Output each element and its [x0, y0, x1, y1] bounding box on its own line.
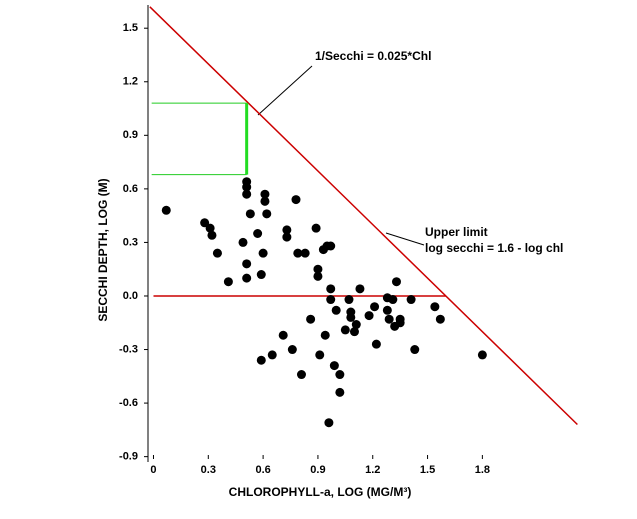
point [242, 259, 252, 269]
y-tick-label: 0.6 [123, 183, 138, 195]
annotation: Upper limit [425, 225, 488, 239]
point [382, 305, 392, 315]
x-axis-label: CHLOROPHYLL-a, LOG (MG/M³) [229, 485, 412, 499]
annotation: 1/Secchi = 0.025*Chl [315, 49, 431, 63]
x-tick-label: 0.6 [255, 464, 270, 476]
point [260, 189, 270, 199]
point [313, 271, 323, 281]
point [291, 195, 301, 205]
point [282, 232, 292, 242]
point [340, 325, 350, 335]
pointer [257, 65, 313, 116]
point [242, 273, 252, 283]
point [326, 241, 336, 251]
point [306, 314, 316, 324]
point [293, 248, 303, 258]
y-tick-label: 0.3 [123, 236, 138, 248]
y-tick-label: -0.6 [119, 397, 138, 409]
point [391, 277, 401, 287]
y-tick-label: 1.5 [123, 22, 138, 34]
point [430, 302, 440, 312]
point [410, 345, 420, 355]
point [258, 248, 268, 258]
point [335, 370, 345, 380]
point [256, 355, 266, 365]
y-tick-label: 0.0 [123, 290, 138, 302]
point [335, 387, 345, 397]
point [212, 248, 222, 258]
x-tick-label: 1.5 [420, 464, 435, 476]
point [326, 295, 336, 305]
y-tick-label: -0.3 [119, 343, 138, 355]
point [205, 223, 215, 233]
point [355, 284, 365, 294]
point [245, 209, 255, 219]
point [320, 330, 330, 340]
x-tick-label: 0.9 [310, 464, 325, 476]
point [300, 248, 310, 258]
point [242, 182, 252, 192]
x-tick-label: 1.2 [365, 464, 380, 476]
point [388, 295, 398, 305]
point [278, 330, 288, 340]
point [315, 350, 325, 360]
point [260, 196, 270, 206]
point [253, 229, 263, 238]
point [256, 270, 266, 280]
y-axis-label: SECCHI DEPTH, LOG (M) [96, 178, 110, 321]
point [349, 327, 359, 337]
annotation: log secchi = 1.6 - log chl [425, 241, 563, 255]
point [282, 225, 292, 235]
point [406, 295, 416, 305]
point [435, 314, 445, 324]
point [267, 350, 277, 360]
point [326, 284, 336, 294]
point [262, 209, 272, 219]
point [223, 277, 233, 287]
pointer [385, 232, 425, 246]
point [311, 223, 321, 233]
point [296, 370, 306, 380]
point [161, 205, 171, 215]
point [384, 314, 394, 324]
point [351, 320, 361, 330]
point [207, 230, 217, 240]
point [331, 305, 341, 315]
point [370, 302, 380, 312]
y-tick-label: -0.9 [119, 451, 138, 463]
point [242, 189, 252, 199]
point [395, 318, 405, 328]
y-tick-label: 0.9 [123, 129, 138, 141]
x-tick-label: 0.3 [201, 464, 216, 476]
point [371, 339, 381, 349]
x-tick-label: 1.8 [475, 464, 490, 476]
y-tick-label: 1.2 [123, 76, 138, 88]
point [364, 311, 374, 321]
point [329, 361, 339, 371]
x-tick-label: 0 [150, 464, 156, 476]
point [346, 312, 356, 322]
reference-line [149, 6, 578, 426]
point [324, 418, 334, 428]
point [287, 345, 297, 355]
point [238, 237, 248, 247]
point [477, 350, 487, 360]
point [313, 264, 323, 274]
point [344, 295, 354, 305]
